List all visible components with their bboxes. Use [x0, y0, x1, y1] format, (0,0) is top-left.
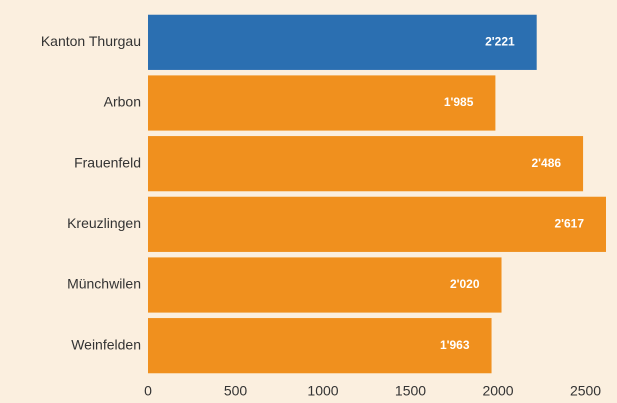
- bar: [148, 257, 502, 313]
- x-tick-label: 500: [224, 383, 248, 399]
- data-label: 2'221: [485, 35, 515, 49]
- y-tick-label: Arbon: [104, 94, 141, 110]
- bar: [148, 318, 492, 374]
- x-tick-label: 1000: [307, 383, 338, 399]
- data-label: 1'963: [440, 338, 470, 352]
- x-tick-label: 2500: [570, 383, 601, 399]
- y-tick-label: Kreuzlingen: [67, 215, 141, 231]
- x-tick-label: 0: [144, 383, 152, 399]
- y-tick-label: Frauenfeld: [74, 154, 141, 170]
- data-label: 1'985: [444, 95, 474, 109]
- bar: [148, 196, 606, 252]
- data-label: 2'486: [532, 156, 562, 170]
- bar: [148, 136, 584, 192]
- bar: [148, 14, 537, 70]
- x-tick-label: 2000: [482, 383, 513, 399]
- bar: [148, 75, 496, 131]
- y-tick-label: Kanton Thurgau: [41, 33, 141, 49]
- y-tick-label: Weinfelden: [71, 336, 141, 352]
- data-label: 2'020: [450, 277, 480, 291]
- y-tick-label: Münchwilen: [67, 276, 141, 292]
- x-tick-label: 1500: [395, 383, 426, 399]
- data-label: 2'617: [554, 217, 584, 231]
